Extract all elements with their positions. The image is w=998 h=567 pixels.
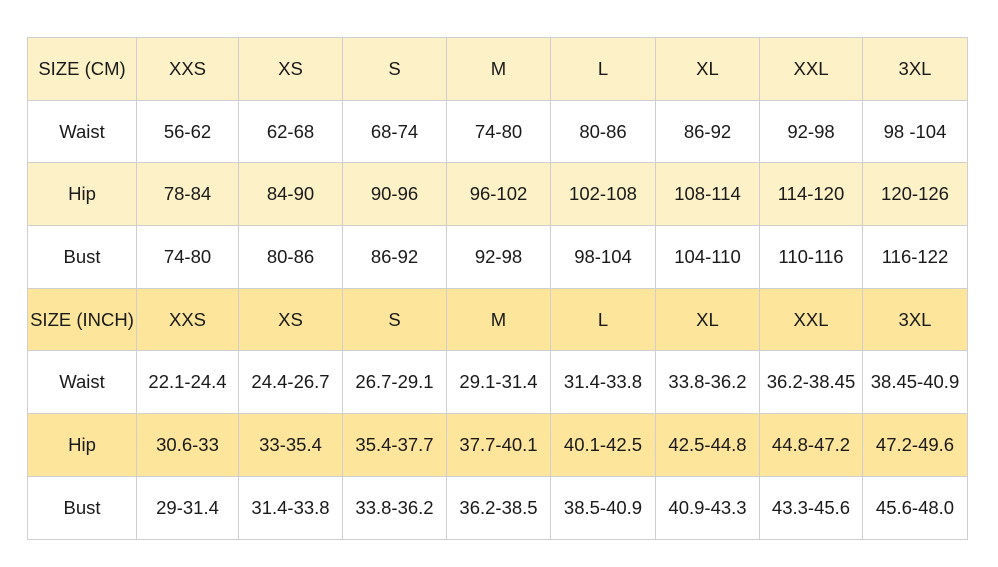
cell: 36.2-38.5 <box>446 475 551 540</box>
cell: 30.6-33 <box>136 413 239 477</box>
cell: XXL <box>759 37 863 101</box>
cell: M <box>446 287 551 352</box>
cell: XL <box>655 287 760 352</box>
cell: 26.7-29.1 <box>342 350 447 415</box>
cell: 33.8-36.2 <box>342 475 447 540</box>
cell: 116-122 <box>862 225 968 289</box>
cell: 22.1-24.4 <box>136 350 239 415</box>
cell: 42.5-44.8 <box>655 413 760 477</box>
cell: 40.9-43.3 <box>655 475 760 540</box>
cell: 80-86 <box>550 99 656 164</box>
cell: 29.1-31.4 <box>446 350 551 415</box>
cell: 37.7-40.1 <box>446 413 551 477</box>
row-label: Hip <box>27 162 137 227</box>
row-label: Bust <box>27 225 137 289</box>
cell: 102-108 <box>550 162 656 227</box>
cell: 45.6-48.0 <box>862 475 968 540</box>
cell: 80-86 <box>238 225 343 289</box>
cm-row-bust: Bust 74-80 80-86 86-92 92-98 98-104 104-110 110… <box>27 225 968 289</box>
inch-row-hip: Hip 30.6-33 33-35.4 35.4-37.7 37.7-40.1 40.1-… <box>27 413 968 477</box>
cell: 86-92 <box>342 225 447 289</box>
cell: 120-126 <box>862 162 968 227</box>
row-label: Hip <box>27 413 137 477</box>
cell: L <box>550 37 656 101</box>
cell: XXL <box>759 287 863 352</box>
cell: 74-80 <box>136 225 239 289</box>
cell: 38.5-40.9 <box>550 475 656 540</box>
cell: L <box>550 287 656 352</box>
row-label: Waist <box>27 99 137 164</box>
cell: 3XL <box>862 37 968 101</box>
cell: S <box>342 37 447 101</box>
inch-header-row: SIZE (INCH) XXS XS S M L XL XXL 3XL <box>27 287 968 352</box>
cell: XS <box>238 37 343 101</box>
cell: 38.45-40.9 <box>862 350 968 415</box>
cell: 56-62 <box>136 99 239 164</box>
cell: 62-68 <box>238 99 343 164</box>
cell: 47.2-49.6 <box>862 413 968 477</box>
cell: 98 -104 <box>862 99 968 164</box>
cell: 108-114 <box>655 162 760 227</box>
cm-header-row: SIZE (CM) XXS XS S M L XL XXL 3XL <box>27 37 968 101</box>
cell: 104-110 <box>655 225 760 289</box>
row-label: Waist <box>27 350 137 415</box>
cell: 96-102 <box>446 162 551 227</box>
cell: 24.4-26.7 <box>238 350 343 415</box>
cell: 98-104 <box>550 225 656 289</box>
size-chart-table: SIZE (CM) XXS XS S M L XL XXL 3XL Waist 56-62 62-68… <box>27 37 968 540</box>
row-label: SIZE (INCH) <box>27 287 137 352</box>
cell: 92-98 <box>446 225 551 289</box>
cell: 84-90 <box>238 162 343 227</box>
cell: S <box>342 287 447 352</box>
cell: 29-31.4 <box>136 475 239 540</box>
row-label: Bust <box>27 475 137 540</box>
cell: M <box>446 37 551 101</box>
cell: 40.1-42.5 <box>550 413 656 477</box>
cell: 114-120 <box>759 162 863 227</box>
cell: 90-96 <box>342 162 447 227</box>
cell: 31.4-33.8 <box>550 350 656 415</box>
cm-row-waist: Waist 56-62 62-68 68-74 74-80 80-86 86-92 92-98… <box>27 99 968 164</box>
cell: 68-74 <box>342 99 447 164</box>
cm-row-hip: Hip 78-84 84-90 90-96 96-102 102-108 108-114 11… <box>27 162 968 227</box>
cell: 44.8-47.2 <box>759 413 863 477</box>
cell: 31.4-33.8 <box>238 475 343 540</box>
cell: 36.2-38.45 <box>759 350 863 415</box>
cell: XXS <box>136 287 239 352</box>
inch-row-bust: Bust 29-31.4 31.4-33.8 33.8-36.2 36.2-38.5 38… <box>27 475 968 540</box>
cell: 92-98 <box>759 99 863 164</box>
cell: 3XL <box>862 287 968 352</box>
cell: 43.3-45.6 <box>759 475 863 540</box>
cell: 78-84 <box>136 162 239 227</box>
cell: 110-116 <box>759 225 863 289</box>
row-label: SIZE (CM) <box>27 37 137 101</box>
cell: 74-80 <box>446 99 551 164</box>
cell: XS <box>238 287 343 352</box>
inch-row-waist: Waist 22.1-24.4 24.4-26.7 26.7-29.1 29.1-31.… <box>27 350 968 415</box>
cell: XXS <box>136 37 239 101</box>
cell: 33-35.4 <box>238 413 343 477</box>
cell: 33.8-36.2 <box>655 350 760 415</box>
cell: 35.4-37.7 <box>342 413 447 477</box>
cell: XL <box>655 37 760 101</box>
cell: 86-92 <box>655 99 760 164</box>
